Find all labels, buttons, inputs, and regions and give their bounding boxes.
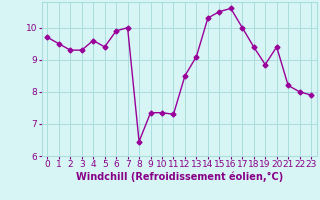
X-axis label: Windchill (Refroidissement éolien,°C): Windchill (Refroidissement éolien,°C) — [76, 172, 283, 182]
